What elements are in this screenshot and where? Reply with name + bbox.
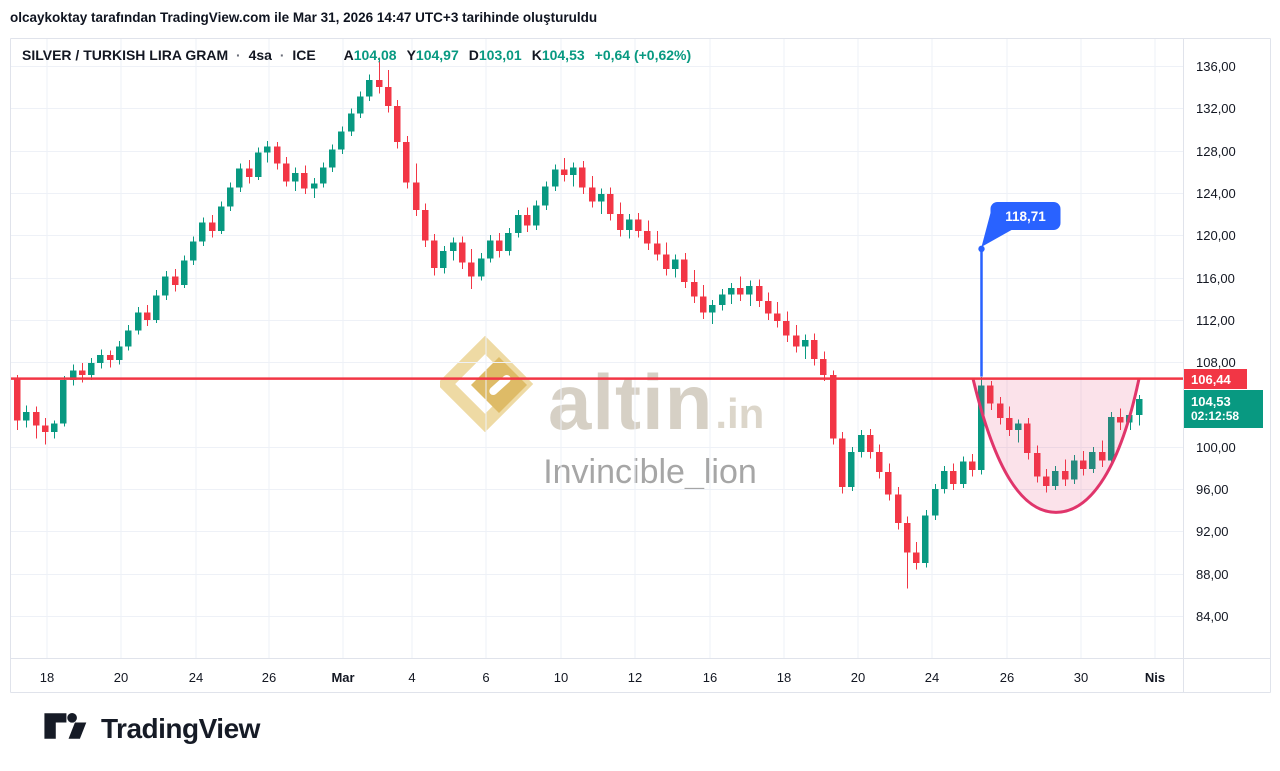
timeframe[interactable]: 4sa [248,47,272,63]
symbol-header[interactable]: SILVER / TURKISH LIRA GRAM · 4sa · ICE A… [22,47,692,63]
time-tick-label: 4 [408,670,416,685]
attribution-text: olcaykoktay tarafından TradingView.com i… [10,10,598,25]
watermark: altin .in Invincible_lion [436,335,860,492]
panel-borders [10,38,1271,693]
candlestick-series [14,57,1143,589]
time-tick-label: 6 [482,670,490,685]
time-tick-label: 20 [850,670,866,685]
ohlc-values: A104,08 Y104,97 D103,01 K104,53 +0,64 (+0,62… [343,47,692,63]
price-tick-label: 96,00 [1196,482,1229,498]
exchange: ICE [292,47,316,63]
price-tick-label: 136,00 [1196,59,1236,74]
price-callout[interactable]: 118,71 [978,202,1061,377]
time-tick-label: 24 [188,670,204,685]
tradingview-mark-icon [43,710,87,747]
time-tick-label: 10 [553,670,569,685]
price-tick-label: 84,00 [1196,609,1229,624]
gridlines [11,38,1183,658]
tradingview-wordmark: TradingView [101,712,260,744]
price-tick-label: 92,00 [1196,524,1229,540]
price-tick-label: 116,00 [1196,270,1235,286]
price-tick-label: 88,00 [1196,566,1229,582]
symbol-title: SILVER / TURKISH LIRA GRAM [22,47,229,63]
last-price-badge[interactable]: 104,53 02:12:58 [1184,390,1263,428]
price-tick-label: 132,00 [1196,101,1236,117]
watermark-brand-suffix: .in [715,390,765,437]
tradingview-logo: TradingView [43,710,260,747]
bar-countdown: 02:12:58 [1191,409,1240,423]
time-tick-label: 20 [113,670,129,685]
watermark-brand: altin [548,358,714,446]
price-tick-label: 100,00 [1196,439,1236,455]
time-tick-label: 18 [39,670,55,685]
altin-diamond-logo-icon [436,335,536,437]
price-tick-label: 112,00 [1196,312,1235,328]
price-tick-label: 128,00 [1196,143,1236,159]
time-tick-label: 30 [1073,670,1089,685]
time-tick-label: Mar [331,670,355,685]
time-tick-label: 16 [702,670,718,685]
time-tick-label: 24 [924,670,940,685]
time-tick-label: 18 [776,670,792,685]
watermark-username: Invincible_lion [543,453,757,491]
price-tick-label: 108,00 [1196,355,1236,371]
time-tick-label: 26 [999,670,1015,685]
time-tick-label: 12 [627,670,643,685]
price-tick-label: 124,00 [1196,185,1236,201]
time-tick-label: Nis [1144,670,1166,685]
cup-drawing[interactable] [971,378,1141,514]
time-tick-label: 26 [261,670,277,685]
price-tick-label: 120,00 [1196,228,1236,244]
horizontal-line-price-badge[interactable]: 106,44 [1184,369,1247,389]
change-value: +0,64 (+0,62%) [594,47,692,63]
svg-text:118,71: 118,71 [1005,209,1046,224]
